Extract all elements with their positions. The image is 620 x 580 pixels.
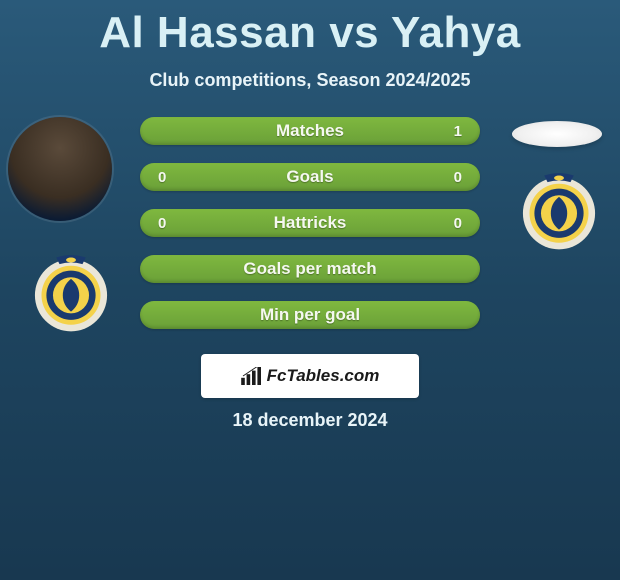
player-left-club-badge bbox=[30, 251, 112, 333]
player-right-avatar bbox=[512, 121, 602, 147]
stats-list: Matches 1 0 Goals 0 0 Hattricks 0 Goals … bbox=[140, 117, 480, 347]
stat-row-matches: Matches 1 bbox=[140, 117, 480, 145]
stat-label: Goals per match bbox=[243, 259, 376, 279]
branding-label: FcTables.com bbox=[267, 366, 380, 386]
date-label: 18 december 2024 bbox=[0, 410, 620, 431]
club-badge-icon bbox=[30, 251, 112, 333]
stat-row-hattricks: 0 Hattricks 0 bbox=[140, 209, 480, 237]
stat-left-value: 0 bbox=[158, 169, 178, 186]
stat-label: Min per goal bbox=[260, 305, 360, 325]
stat-row-goals-per-match: Goals per match bbox=[140, 255, 480, 283]
player-right-club-badge bbox=[518, 169, 600, 251]
bar-chart-icon bbox=[241, 367, 263, 385]
stat-label: Hattricks bbox=[274, 213, 347, 233]
branding-box: FcTables.com bbox=[201, 354, 419, 398]
player-left-avatar bbox=[8, 117, 112, 221]
stat-right-value: 0 bbox=[442, 169, 462, 186]
stat-row-goals: 0 Goals 0 bbox=[140, 163, 480, 191]
club-badge-icon bbox=[518, 169, 600, 251]
stat-label: Goals bbox=[286, 167, 333, 187]
subtitle: Club competitions, Season 2024/2025 bbox=[0, 70, 620, 91]
stat-left-value: 0 bbox=[158, 215, 178, 232]
stat-label: Matches bbox=[276, 121, 344, 141]
stat-right-value: 0 bbox=[442, 215, 462, 232]
page-title: Al Hassan vs Yahya bbox=[0, 0, 620, 58]
stat-row-min-per-goal: Min per goal bbox=[140, 301, 480, 329]
branding-inner: FcTables.com bbox=[241, 366, 380, 386]
comparison-area: Matches 1 0 Goals 0 0 Hattricks 0 Goals … bbox=[0, 117, 620, 367]
stat-right-value: 1 bbox=[442, 123, 462, 140]
